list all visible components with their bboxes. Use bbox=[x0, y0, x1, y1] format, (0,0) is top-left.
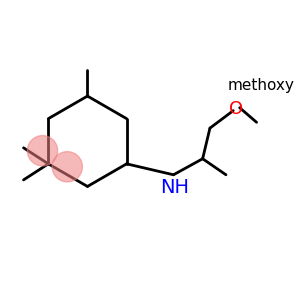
Text: O: O bbox=[229, 100, 243, 118]
Circle shape bbox=[52, 152, 82, 182]
Text: methoxy: methoxy bbox=[227, 78, 294, 93]
Text: NH: NH bbox=[160, 178, 189, 197]
Circle shape bbox=[27, 136, 58, 166]
